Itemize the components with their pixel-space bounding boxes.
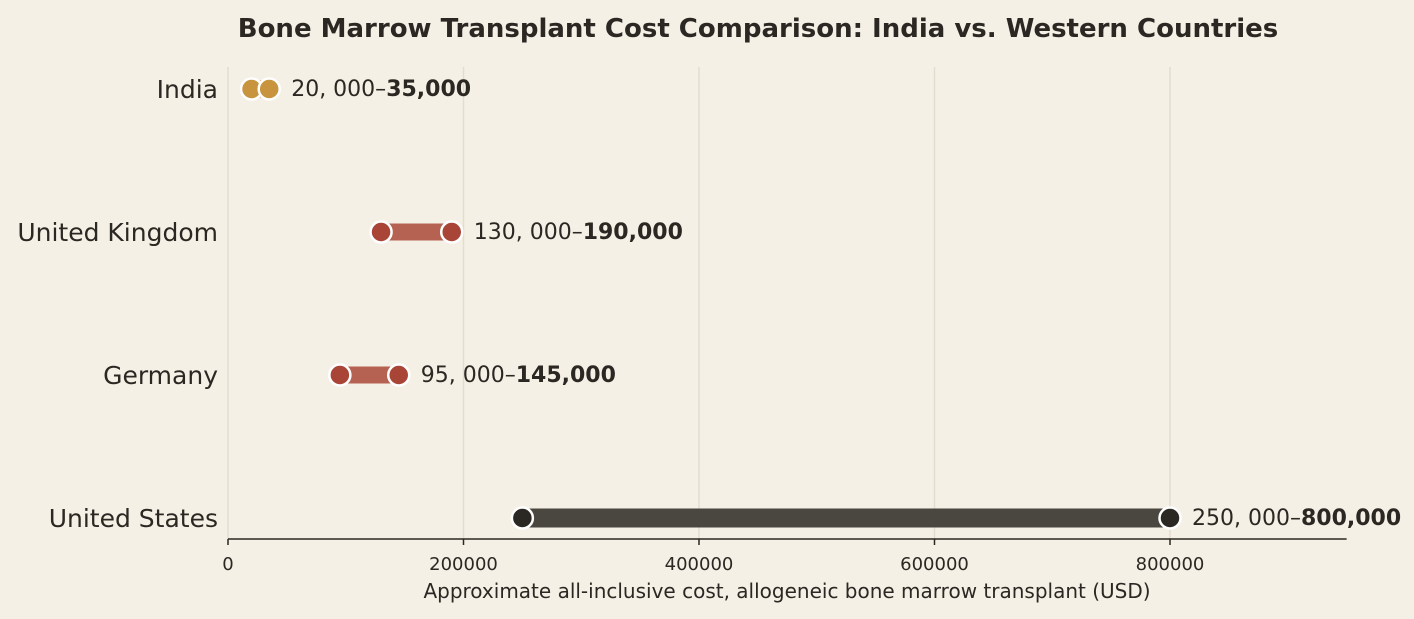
data-points — [239, 77, 1182, 530]
point-high — [1158, 506, 1182, 530]
range-label-high: 800,000 — [1301, 506, 1401, 531]
x-axis-ticks: 0 200000 400000 600000 800000 — [222, 539, 1204, 575]
point-high — [386, 363, 411, 387]
x-tick-label: 0 — [222, 554, 233, 575]
grid — [227, 67, 1171, 539]
range-label: 20, 000–35,000 — [291, 77, 471, 102]
range-label-low: 130, 000– — [474, 220, 583, 245]
x-axis-title: Approximate all-inclusive cost, allogene… — [423, 579, 1150, 603]
category-label: Germany — [103, 361, 218, 390]
range-labels: 20, 000–35,000 130, 000–190,000 95, 000–14… — [291, 77, 1401, 531]
range-label-high: 35,000 — [386, 77, 471, 102]
x-tick-label: 600000 — [900, 554, 969, 575]
point-low — [510, 506, 535, 530]
x-tick-label: 400000 — [665, 554, 734, 575]
category-label: United States — [49, 504, 218, 533]
x-tick-label: 200000 — [429, 554, 498, 575]
point-low — [369, 220, 393, 244]
range-bars — [251, 80, 1170, 528]
chart-title: Bone Marrow Transplant Cost Comparison: … — [238, 14, 1278, 44]
range-label: 250, 000–800,000 — [1192, 506, 1401, 531]
range-label: 130, 000–190,000 — [474, 220, 683, 245]
category-labels: India United Kingdom Germany United States — [17, 75, 218, 533]
range-label-low: 95, 000– — [421, 363, 516, 388]
range-label-high: 145,000 — [516, 363, 616, 388]
point-high — [257, 77, 281, 101]
point-high — [439, 220, 464, 244]
range-label-low: 250, 000– — [1192, 506, 1301, 531]
range-label: 95, 000–145,000 — [421, 363, 616, 388]
x-tick-label: 800000 — [1136, 554, 1205, 575]
point-low — [328, 363, 352, 387]
range-label-low: 20, 000– — [291, 77, 386, 102]
category-label: India — [157, 75, 218, 104]
category-label: United Kingdom — [17, 218, 218, 247]
range-label-high: 190,000 — [583, 220, 683, 245]
